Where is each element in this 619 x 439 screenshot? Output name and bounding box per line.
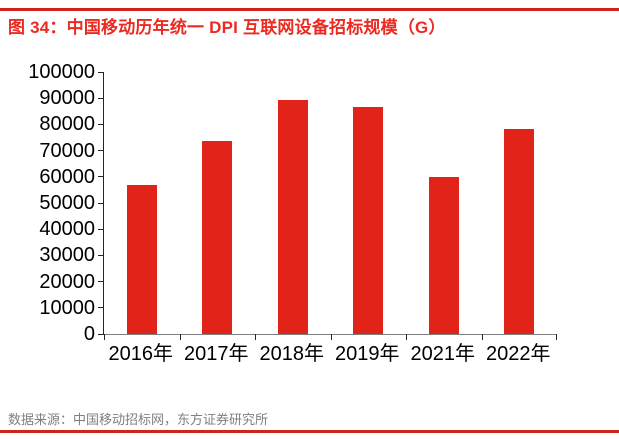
x-axis-tick — [331, 334, 332, 340]
x-axis-tick — [104, 334, 105, 340]
data-source-caption: 数据来源：中国移动招标网，东方证券研究所 — [8, 412, 269, 427]
y-axis-tick-label: 30000 — [39, 244, 95, 267]
y-axis-tick — [98, 228, 104, 230]
y-axis-tick-label: 70000 — [39, 139, 95, 162]
x-axis-tick — [482, 334, 483, 340]
bar-2017年 — [202, 140, 233, 334]
y-axis-tick — [98, 202, 104, 204]
bottom-divider-rule — [0, 430, 619, 433]
y-axis-tick — [98, 123, 104, 125]
figure-title: 图 34：中国移动历年统一 DPI 互联网设备招标规模（G） — [8, 18, 446, 37]
y-axis-tick-label: 0 — [83, 323, 95, 345]
x-axis-tick-label: 2021年 — [410, 343, 476, 365]
x-axis-tick — [556, 334, 557, 340]
y-axis-tick-label: 90000 — [39, 87, 95, 110]
bar-2021年 — [428, 176, 459, 334]
x-axis-tick — [255, 334, 256, 340]
y-axis-tick — [98, 333, 104, 335]
y-axis-tick-label: 80000 — [39, 113, 95, 136]
x-axis-tick-label: 2018年 — [259, 343, 325, 365]
x-axis-tick — [180, 334, 181, 340]
y-axis-tick-label: 20000 — [39, 270, 95, 293]
y-axis-tick — [98, 176, 104, 178]
x-axis-tick-label: 2016年 — [108, 343, 174, 365]
y-axis-tick-label: 50000 — [39, 192, 95, 214]
bar-2019年 — [353, 107, 384, 334]
y-axis-tick-label: 40000 — [39, 218, 95, 241]
y-axis-tick-label: 100000 — [28, 61, 95, 83]
top-divider-rule — [0, 8, 619, 11]
y-axis-tick — [98, 254, 104, 256]
y-axis-tick — [98, 150, 104, 152]
y-axis-tick-label: 10000 — [39, 296, 95, 319]
bar-2016年 — [126, 185, 157, 334]
x-axis-tick-label: 2022年 — [486, 343, 551, 365]
y-axis-tick — [98, 307, 104, 309]
y-axis-tick — [98, 97, 104, 99]
x-axis-tick-label: 2017年 — [184, 343, 249, 365]
y-axis-tick — [98, 281, 104, 283]
plot-area — [98, 71, 557, 340]
bar-2018年 — [277, 100, 308, 334]
x-axis-tick-label: 2019年 — [335, 343, 400, 365]
x-axis-tick — [406, 334, 407, 340]
y-axis-tick-label: 60000 — [39, 165, 95, 188]
y-axis-tick — [98, 71, 104, 73]
bar-2022年 — [504, 129, 535, 334]
